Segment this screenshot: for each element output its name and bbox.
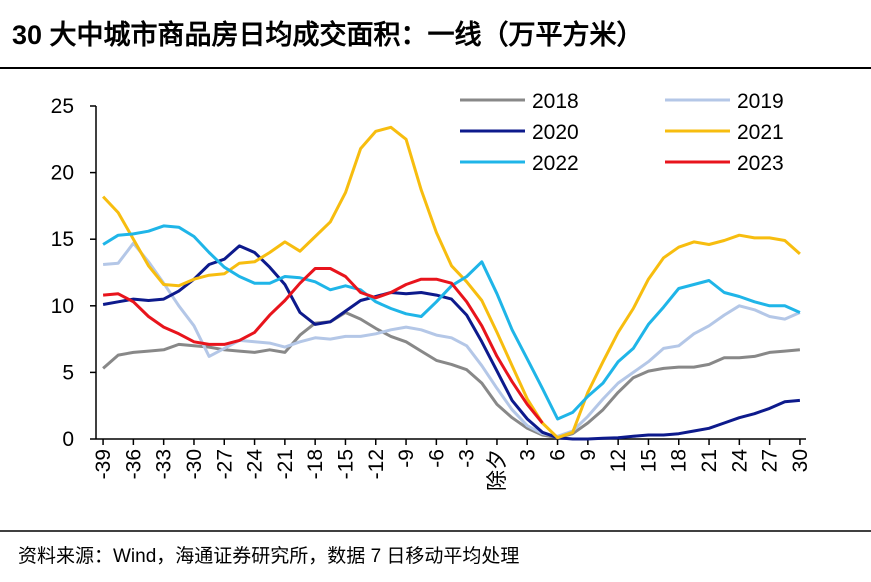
x-tick-label: -6 (425, 449, 448, 468)
x-tick-label: 18 (668, 449, 691, 472)
y-tick-label: 10 (51, 295, 74, 318)
source-note: 资料来源：Wind，海通证券研究所，数据 7 日移动平均处理 (18, 545, 519, 567)
x-tick-label: 15 (637, 449, 660, 472)
legend-label: 2018 (532, 90, 579, 113)
x-tick-label: 30 (789, 449, 812, 472)
y-tick-label: 0 (62, 428, 74, 451)
series-line (102, 125, 801, 440)
x-tick-label: 21 (698, 449, 721, 472)
series-line (102, 267, 544, 424)
legend-label: 2020 (532, 121, 579, 144)
chart-title: 30 大中城市商品房日均成交面积：一线（万平方米） (12, 19, 644, 50)
x-tick-label: -18 (304, 449, 327, 479)
x-tick-label: 24 (728, 449, 751, 473)
x-tick-label: -27 (213, 449, 236, 479)
x-tick-label: 27 (759, 449, 782, 472)
x-tick-label: -12 (365, 449, 388, 479)
x-tick-label: -15 (334, 449, 357, 479)
x-tick-label: -30 (183, 449, 206, 479)
x-tick-label: -24 (244, 449, 267, 480)
legend-label: 2022 (532, 152, 579, 175)
series-line (102, 241, 801, 438)
y-tick-label: 15 (51, 228, 74, 251)
x-tick-label: 9 (577, 449, 600, 461)
y-tick-label: 25 (51, 95, 74, 118)
series-line (102, 311, 801, 440)
x-tick-label: 除夕 (486, 449, 509, 491)
x-tick-label: -9 (395, 449, 418, 468)
x-tick-label: -33 (153, 449, 176, 479)
x-tick-label: -3 (456, 449, 479, 468)
x-tick-label: -36 (122, 449, 145, 479)
x-tick-label: -39 (92, 449, 115, 479)
x-tick-label: 6 (547, 449, 570, 461)
legend-label: 2019 (737, 90, 784, 113)
legend-label: 2023 (737, 152, 784, 175)
series-line (102, 224, 801, 421)
x-tick-label: 3 (516, 449, 539, 461)
x-tick-label: -21 (274, 449, 297, 479)
y-tick-label: 5 (62, 361, 74, 384)
y-tick-label: 20 (51, 162, 74, 185)
x-tick-label: 12 (607, 449, 630, 472)
legend-label: 2021 (737, 121, 784, 144)
